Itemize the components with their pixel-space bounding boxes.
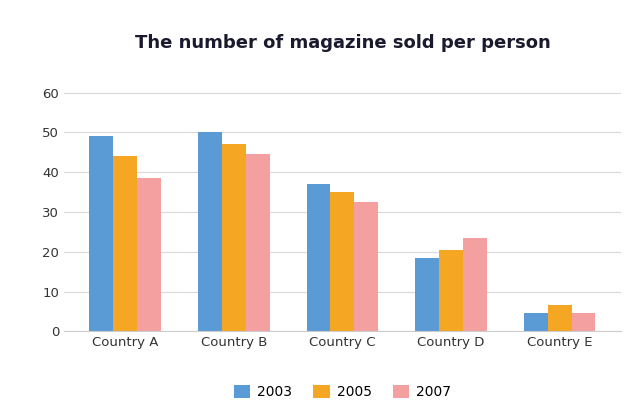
- Bar: [90, 137, 113, 331]
- Bar: [246, 154, 269, 331]
- Bar: [524, 314, 548, 331]
- Legend: 2003, 2005, 2007: 2003, 2005, 2007: [228, 380, 457, 404]
- Bar: [572, 314, 595, 331]
- Bar: [307, 184, 330, 331]
- Bar: [463, 238, 487, 331]
- Bar: [355, 202, 378, 331]
- Title: The number of magazine sold per person: The number of magazine sold per person: [134, 34, 550, 52]
- Bar: [198, 133, 222, 331]
- Bar: [330, 192, 355, 331]
- Bar: [415, 258, 439, 331]
- Bar: [439, 250, 463, 331]
- Bar: [113, 156, 137, 331]
- Bar: [222, 144, 246, 331]
- Bar: [137, 178, 161, 331]
- Bar: [548, 305, 572, 331]
